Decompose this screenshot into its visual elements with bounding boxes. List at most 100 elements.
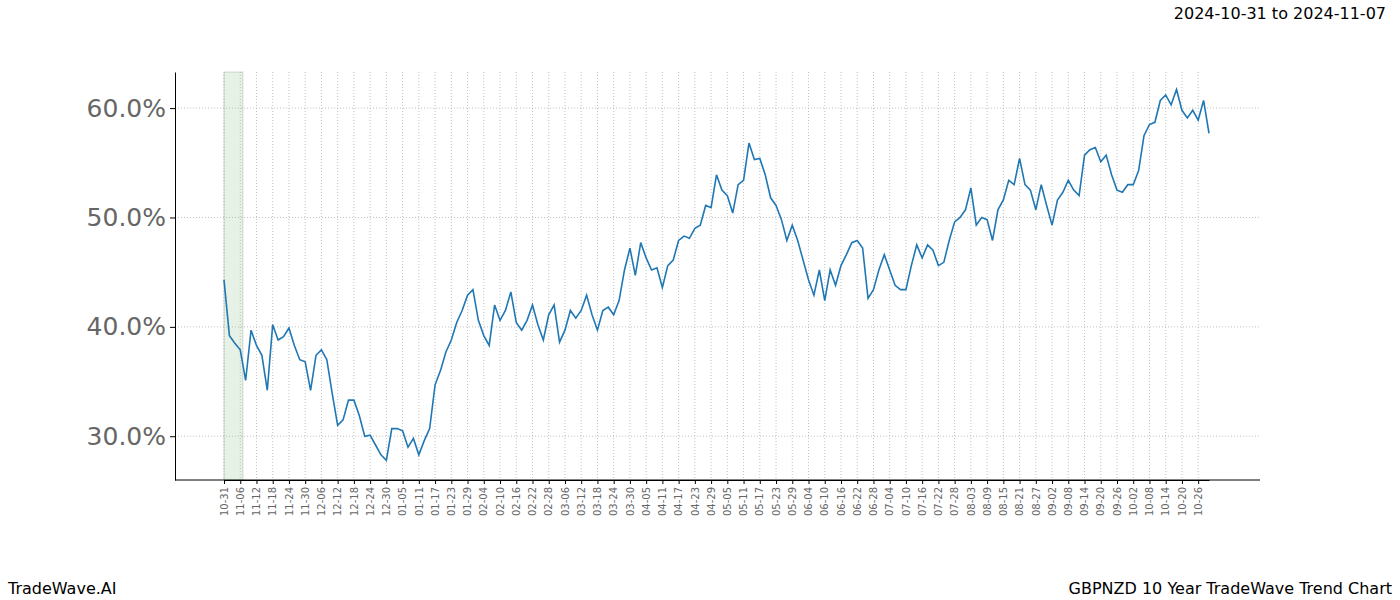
x-tick-label: 05-11 — [738, 487, 749, 516]
x-tick-mark — [256, 480, 257, 484]
x-tick: 06-22 — [852, 480, 863, 516]
x-tick-mark — [289, 480, 290, 484]
y-tick: 30.0% — [87, 422, 175, 451]
x-tick: 09-20 — [1095, 480, 1106, 516]
x-tick: 03-24 — [608, 480, 619, 516]
x-grid-line — [987, 72, 988, 480]
x-tick-label: 07-04 — [884, 487, 895, 516]
x-tick-mark — [922, 480, 923, 484]
x-tick: 12-18 — [349, 480, 360, 516]
x-tick-label: 10-31 — [219, 487, 230, 516]
x-grid-line — [288, 72, 289, 480]
x-tick-mark — [338, 480, 339, 484]
x-grid-line — [435, 72, 436, 480]
x-tick-mark — [662, 480, 663, 484]
x-tick: 06-28 — [868, 480, 879, 516]
x-tick-label: 07-16 — [917, 487, 928, 516]
x-tick: 07-04 — [884, 480, 895, 516]
x-tick-mark — [1117, 480, 1118, 484]
x-tick: 01-11 — [414, 480, 425, 516]
x-tick: 01-17 — [430, 480, 441, 516]
x-tick: 01-23 — [446, 480, 457, 516]
y-grid-line — [175, 326, 1260, 327]
highlight-band — [224, 72, 243, 480]
x-grid-line — [840, 72, 841, 480]
x-grid-line — [548, 72, 549, 480]
x-tick: 12-06 — [316, 480, 327, 516]
x-tick-label: 05-23 — [771, 487, 782, 516]
x-tick-mark — [841, 480, 842, 484]
y-tick-mark — [170, 217, 175, 218]
x-tick-label: 08-03 — [966, 487, 977, 516]
x-tick-mark — [906, 480, 907, 484]
x-grid-line — [857, 72, 858, 480]
y-grid-line — [175, 108, 1260, 109]
x-tick-mark — [224, 480, 225, 484]
x-tick-mark — [419, 480, 420, 484]
x-tick: 10-31 — [219, 480, 230, 516]
x-tick-mark — [1020, 480, 1021, 484]
y-grid-line — [175, 217, 1260, 218]
x-tick-label: 04-17 — [673, 487, 684, 516]
x-tick-mark — [532, 480, 533, 484]
y-tick-label: 30.0% — [87, 422, 166, 451]
x-tick: 02-16 — [511, 480, 522, 516]
y-tick-label: 60.0% — [87, 94, 166, 123]
x-tick-mark — [305, 480, 306, 484]
x-grid-line — [1019, 72, 1020, 480]
x-grid-line — [694, 72, 695, 480]
x-tick-mark — [711, 480, 712, 484]
y-tick-label: 50.0% — [87, 203, 166, 232]
y-tick-mark — [170, 436, 175, 437]
x-grid-line — [824, 72, 825, 480]
x-tick: 02-04 — [478, 480, 489, 516]
x-tick-label: 07-28 — [949, 487, 960, 516]
x-tick: 11-24 — [284, 480, 295, 516]
x-tick-mark — [386, 480, 387, 484]
x-tick-label: 04-11 — [657, 487, 668, 516]
x-tick-mark — [679, 480, 680, 484]
x-tick-label: 09-26 — [1112, 487, 1123, 516]
x-tick-mark — [646, 480, 647, 484]
x-tick-mark — [321, 480, 322, 484]
x-tick-mark — [500, 480, 501, 484]
x-tick-label: 03-30 — [625, 487, 636, 516]
x-tick: 06-10 — [819, 480, 830, 516]
x-tick-mark — [776, 480, 777, 484]
x-grid-line — [483, 72, 484, 480]
x-grid-line — [905, 72, 906, 480]
x-tick-label: 09-14 — [1079, 487, 1090, 516]
x-grid-line — [711, 72, 712, 480]
x-grid-line — [662, 72, 663, 480]
x-grid-line — [1084, 72, 1085, 480]
x-tick-label: 06-04 — [803, 487, 814, 516]
x-tick-label: 05-05 — [722, 487, 733, 516]
x-tick-label: 01-29 — [462, 487, 473, 516]
x-grid-line — [353, 72, 354, 480]
y-tick: 40.0% — [87, 312, 175, 341]
x-grid-line — [597, 72, 598, 480]
y-tick-label: 40.0% — [87, 312, 166, 341]
x-tick-label: 03-24 — [608, 487, 619, 516]
x-tick: 12-24 — [365, 480, 376, 516]
y-tick-mark — [170, 327, 175, 328]
x-tick: 11-30 — [300, 480, 311, 516]
x-grid-line — [532, 72, 533, 480]
x-tick-label: 10-02 — [1128, 487, 1139, 516]
x-grid-line — [418, 72, 419, 480]
x-tick-mark — [727, 480, 728, 484]
x-tick-mark — [857, 480, 858, 484]
x-tick-label: 11-18 — [267, 487, 278, 516]
x-tick-label: 04-29 — [706, 487, 717, 516]
x-tick-label: 07-22 — [933, 487, 944, 516]
x-tick-mark — [987, 480, 988, 484]
x-grid-line — [922, 72, 923, 480]
x-tick: 10-26 — [1193, 480, 1204, 516]
x-tick-label: 01-23 — [446, 487, 457, 516]
annotation: TradeWave.AI — [7, 579, 116, 598]
x-tick-mark — [955, 480, 956, 484]
trend-line — [224, 90, 1209, 461]
x-tick-mark — [273, 480, 274, 484]
x-grid-line — [1035, 72, 1036, 480]
subtitle: 2024-10-31 to 2024-11-07 — [1174, 4, 1386, 23]
